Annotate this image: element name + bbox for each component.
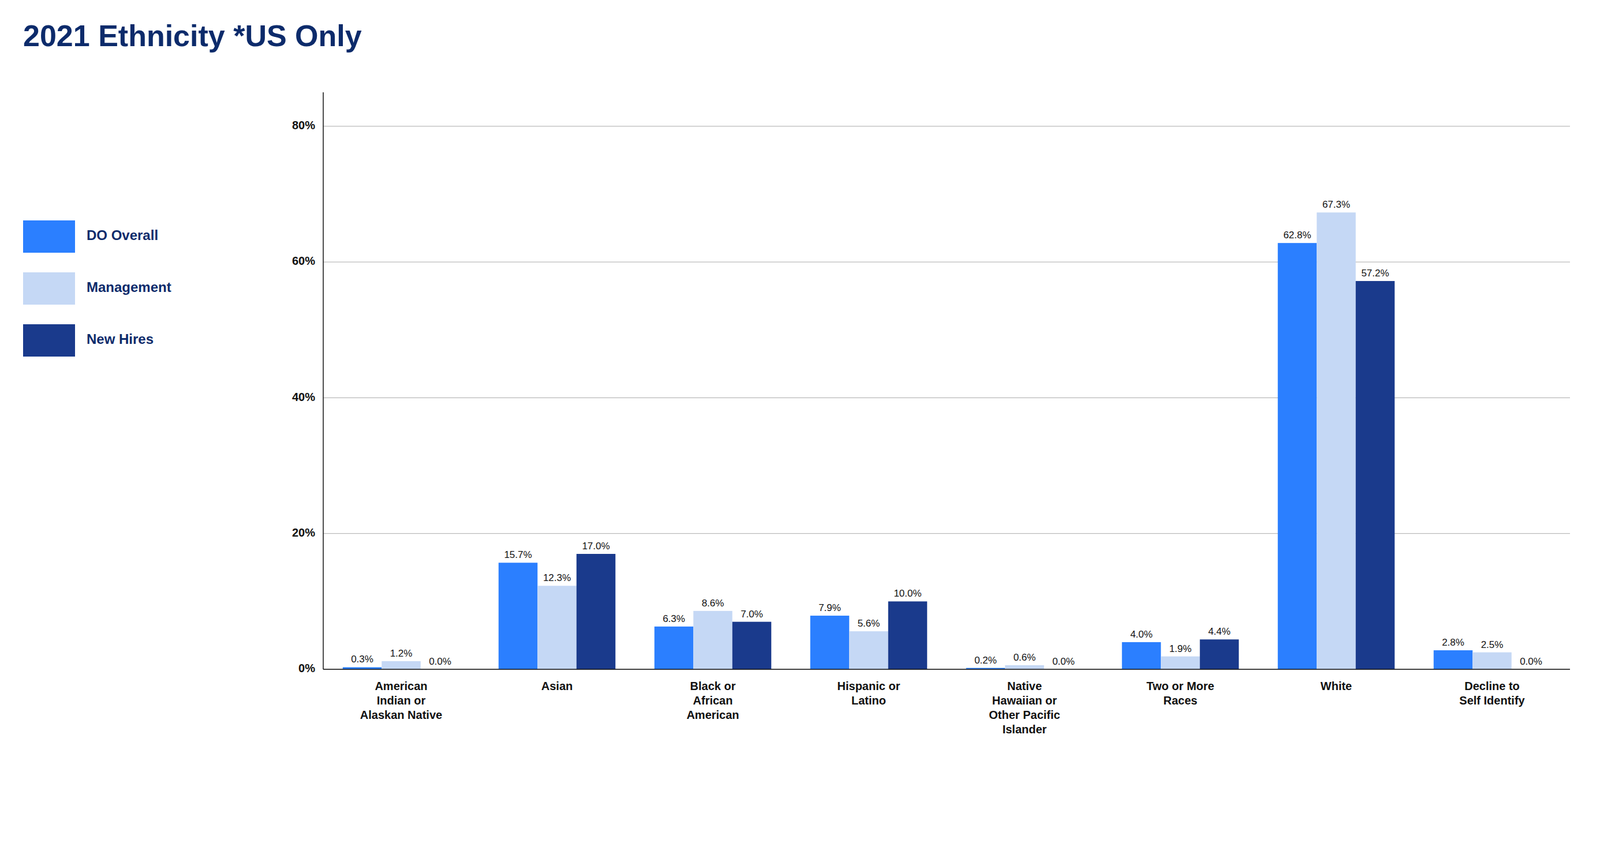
data-label: 8.6% [701, 597, 725, 609]
x-tick-label-line: American [686, 708, 739, 722]
data-label: 0.0% [1052, 656, 1075, 668]
data-label: 57.2% [1361, 267, 1389, 279]
data-label: 7.9% [818, 602, 841, 614]
data-label: 6.3% [662, 613, 686, 625]
x-tick-label: Hispanic orLatino [837, 679, 901, 708]
legend-label: DO Overall [86, 227, 159, 244]
bar [576, 554, 616, 670]
x-tick-label-line: Hispanic or [837, 679, 901, 693]
data-label: 0.0% [428, 656, 452, 668]
data-label: 2.8% [1441, 637, 1465, 649]
data-label: 1.9% [1169, 643, 1192, 655]
legend: DO Overall Management New Hires [23, 220, 172, 357]
data-label: 0.0% [1519, 656, 1543, 668]
x-axis: AmericanIndian orAlaskan NativeAsianBlac… [360, 679, 1526, 736]
bar [1277, 243, 1318, 670]
x-tick-label-line: White [1320, 679, 1352, 693]
bar [498, 562, 538, 670]
y-tick-label: 40% [292, 390, 316, 404]
data-label: 4.0% [1130, 629, 1153, 641]
legend-label: Management [86, 279, 172, 295]
x-tick-label-line: Indian or [376, 694, 426, 708]
bars [342, 212, 1512, 670]
bar [381, 661, 421, 670]
data-label: 7.0% [740, 608, 764, 620]
x-tick-label-line: Black or [690, 679, 736, 693]
y-axis: 0% 20% 40% 60% 80% [292, 118, 1570, 675]
x-tick-label-line: Self Identify [1459, 694, 1525, 708]
bar [1355, 281, 1396, 670]
x-tick-label: Black orAfricanAmerican [686, 679, 739, 722]
bar [888, 601, 928, 670]
data-label: 15.7% [503, 549, 532, 561]
data-label: 0.6% [1013, 652, 1037, 664]
grid-line [323, 669, 1570, 671]
grid-line [323, 262, 1570, 263]
legend-label: New Hires [86, 331, 154, 347]
background [0, 0, 1600, 847]
x-tick-label-line: Asian [541, 679, 573, 693]
x-tick-label-line: Alaskan Native [360, 708, 443, 722]
bar [1472, 652, 1512, 670]
data-label: 10.0% [893, 588, 922, 600]
data-labels: 0.3% 15.7% 6.3% 7.9% 0.2% 4.0% 62.8% 2.8% 1.2% 12… [350, 199, 1543, 668]
data-label: 0.2% [974, 655, 997, 667]
axes [323, 92, 1570, 670]
x-tick-label-line: Native [1007, 679, 1042, 693]
x-tick-label: AmericanIndian orAlaskan Native [360, 679, 443, 722]
data-label: 62.8% [1283, 229, 1311, 241]
bar [1433, 650, 1474, 670]
title: 2021 Ethnicity *US Only [23, 19, 362, 53]
y-tick-label: 60% [292, 254, 316, 268]
bar [810, 615, 850, 670]
data-label: 5.6% [857, 618, 881, 630]
legend-swatch [23, 272, 76, 305]
bar [1160, 656, 1200, 670]
bar [1004, 665, 1045, 670]
x-tick-label: Two or MoreRaces [1146, 679, 1214, 708]
x-tick-label-line: Decline to [1464, 679, 1520, 693]
x-tick-label: Asian [541, 679, 573, 693]
bar [849, 631, 889, 670]
data-label: 12.3% [543, 572, 571, 584]
x-tick-label: NativeHawaiian orOther PacificIslander [988, 679, 1060, 736]
data-label: 0.3% [350, 653, 374, 665]
bar [693, 611, 733, 670]
chart: 2021 Ethnicity *US Only 0% 20% 40% 60% 80% 0.3… [0, 0, 1600, 847]
data-label: 4.4% [1208, 626, 1231, 638]
bar [537, 585, 577, 670]
bar [732, 622, 772, 670]
y-tick-label: 80% [292, 118, 316, 132]
bar [654, 626, 694, 670]
x-tick-label-line: Two or More [1146, 679, 1214, 693]
bar [1316, 212, 1356, 670]
legend-swatch [23, 220, 76, 253]
x-tick-label: Decline toSelf Identify [1459, 679, 1525, 708]
x-tick-label: White [1320, 679, 1352, 693]
y-axis-line [322, 92, 324, 670]
bar [1122, 642, 1162, 670]
bar [1200, 639, 1240, 670]
data-label: 1.2% [390, 648, 413, 660]
data-label: 67.3% [1322, 199, 1351, 211]
grid-line [323, 125, 1570, 127]
x-tick-label-line: Latino [851, 694, 887, 708]
x-tick-label-line: African [693, 694, 734, 708]
y-tick-label: 20% [292, 526, 316, 540]
data-label: 2.5% [1481, 639, 1504, 651]
x-axis-line [323, 668, 1570, 671]
x-tick-label-line: Other Pacific [988, 708, 1060, 722]
data-label: 17.0% [581, 540, 610, 552]
x-tick-label-line: Islander [1002, 723, 1048, 736]
x-tick-label-line: Races [1163, 694, 1198, 708]
x-tick-label-line: Hawaiian or [992, 694, 1057, 708]
x-tick-label-line: American [374, 679, 428, 693]
y-tick-label: 0% [298, 662, 316, 675]
legend-swatch [23, 324, 76, 357]
